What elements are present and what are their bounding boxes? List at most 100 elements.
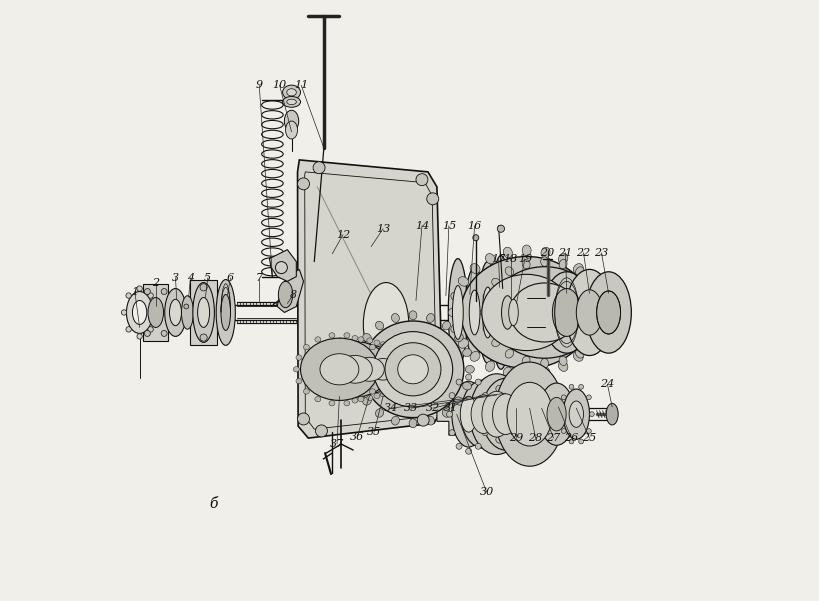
Ellipse shape xyxy=(501,296,513,329)
Ellipse shape xyxy=(505,376,513,383)
Circle shape xyxy=(473,235,478,240)
Ellipse shape xyxy=(540,257,548,266)
Ellipse shape xyxy=(332,367,337,372)
Circle shape xyxy=(200,334,207,341)
Ellipse shape xyxy=(572,264,582,273)
Polygon shape xyxy=(143,284,168,341)
Circle shape xyxy=(428,384,439,396)
Polygon shape xyxy=(437,393,464,435)
Text: 34: 34 xyxy=(383,403,397,413)
Ellipse shape xyxy=(599,308,609,316)
Ellipse shape xyxy=(505,349,513,358)
Ellipse shape xyxy=(339,346,399,393)
Ellipse shape xyxy=(300,338,378,400)
Ellipse shape xyxy=(324,389,330,394)
Ellipse shape xyxy=(285,121,297,139)
Ellipse shape xyxy=(585,272,631,353)
Ellipse shape xyxy=(375,322,383,330)
Ellipse shape xyxy=(448,258,467,366)
Text: 28: 28 xyxy=(528,433,542,443)
Polygon shape xyxy=(297,160,442,438)
Ellipse shape xyxy=(572,352,582,361)
Ellipse shape xyxy=(303,389,309,394)
Ellipse shape xyxy=(373,340,379,346)
Ellipse shape xyxy=(588,338,597,347)
Ellipse shape xyxy=(522,260,529,269)
Circle shape xyxy=(417,414,428,426)
Ellipse shape xyxy=(482,287,492,338)
Ellipse shape xyxy=(454,334,463,341)
Ellipse shape xyxy=(546,397,565,431)
Ellipse shape xyxy=(137,286,143,291)
Ellipse shape xyxy=(379,344,385,350)
Ellipse shape xyxy=(391,416,399,425)
Text: 13: 13 xyxy=(375,224,390,234)
Ellipse shape xyxy=(314,397,320,402)
Ellipse shape xyxy=(335,379,342,384)
Ellipse shape xyxy=(563,397,570,404)
Ellipse shape xyxy=(482,324,492,332)
Ellipse shape xyxy=(451,381,485,447)
Ellipse shape xyxy=(197,297,210,328)
Ellipse shape xyxy=(491,338,500,347)
Ellipse shape xyxy=(475,444,481,450)
Ellipse shape xyxy=(397,355,428,384)
Ellipse shape xyxy=(287,89,296,96)
Ellipse shape xyxy=(568,439,573,444)
Ellipse shape xyxy=(364,388,370,394)
Ellipse shape xyxy=(490,267,598,358)
Ellipse shape xyxy=(518,450,526,457)
Circle shape xyxy=(415,174,428,186)
Text: 5: 5 xyxy=(204,273,211,282)
Circle shape xyxy=(297,178,309,190)
Text: 27: 27 xyxy=(545,433,560,443)
Circle shape xyxy=(297,413,309,425)
Text: 35: 35 xyxy=(367,427,381,437)
Text: 16: 16 xyxy=(467,221,481,231)
Ellipse shape xyxy=(589,412,594,416)
Ellipse shape xyxy=(380,391,386,397)
Ellipse shape xyxy=(568,401,583,427)
Ellipse shape xyxy=(337,338,342,343)
Ellipse shape xyxy=(578,385,583,389)
Ellipse shape xyxy=(314,337,320,342)
Ellipse shape xyxy=(482,293,492,300)
Ellipse shape xyxy=(591,292,602,301)
Ellipse shape xyxy=(351,335,358,341)
Ellipse shape xyxy=(379,389,385,394)
Text: 6: 6 xyxy=(227,273,233,282)
Ellipse shape xyxy=(362,397,371,405)
Ellipse shape xyxy=(220,294,230,331)
Ellipse shape xyxy=(469,264,479,273)
Text: 25: 25 xyxy=(581,433,596,443)
Ellipse shape xyxy=(559,260,567,269)
Ellipse shape xyxy=(449,392,455,398)
Ellipse shape xyxy=(441,409,450,417)
Ellipse shape xyxy=(315,355,322,360)
Ellipse shape xyxy=(449,430,455,436)
Text: 23: 23 xyxy=(594,248,608,258)
Ellipse shape xyxy=(465,448,471,454)
Ellipse shape xyxy=(165,288,186,337)
Circle shape xyxy=(313,162,324,174)
Ellipse shape xyxy=(561,395,565,400)
Circle shape xyxy=(161,288,167,294)
Ellipse shape xyxy=(395,388,401,394)
Ellipse shape xyxy=(296,355,301,360)
Ellipse shape xyxy=(126,327,131,332)
Ellipse shape xyxy=(152,310,157,315)
Ellipse shape xyxy=(505,445,513,452)
Ellipse shape xyxy=(459,396,477,432)
Ellipse shape xyxy=(387,388,393,393)
Ellipse shape xyxy=(455,379,461,385)
Ellipse shape xyxy=(470,395,495,433)
Ellipse shape xyxy=(503,367,512,377)
Ellipse shape xyxy=(409,419,416,428)
Ellipse shape xyxy=(522,356,529,365)
Ellipse shape xyxy=(596,293,605,300)
Circle shape xyxy=(161,331,167,337)
Ellipse shape xyxy=(446,411,452,417)
Ellipse shape xyxy=(488,397,495,404)
Polygon shape xyxy=(269,249,296,281)
Text: 24: 24 xyxy=(600,379,613,389)
